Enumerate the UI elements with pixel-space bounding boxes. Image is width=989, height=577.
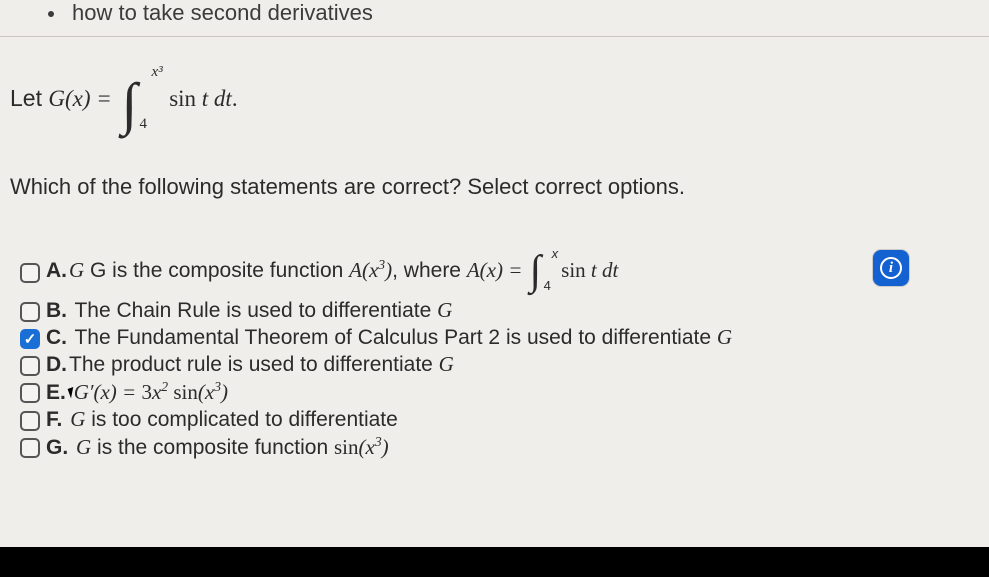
option-B-label: B. The Chain Rule is used to differentia… (46, 298, 452, 323)
bullet-icon (48, 11, 54, 17)
prereq-bullet: how to take second derivatives (48, 0, 373, 26)
opt-A-pre: G is the composite function (84, 259, 349, 282)
letter-F: F. (46, 408, 62, 431)
opt-F-text: is too complicated to differentiate (85, 408, 397, 431)
option-A[interactable]: A.G G is the composite function A(x3), w… (20, 246, 969, 296)
option-B[interactable]: B. The Chain Rule is used to differentia… (20, 298, 969, 323)
opt-E-math: G′(x) = 3x2 sin(x3) (74, 380, 228, 404)
opt-B-G: G (437, 298, 452, 322)
option-F-label: F. G is too complicated to differentiate (46, 407, 398, 432)
option-E[interactable]: E. G′(x) = 3x2 sin(x3) (20, 379, 969, 405)
question-page: how to take second derivatives Let G(x) … (0, 0, 989, 577)
integral-lower: 4 (140, 116, 148, 133)
option-G[interactable]: G. G is the composite function sin(x3) (20, 434, 969, 460)
divider (0, 36, 989, 37)
letter-C: C. (46, 326, 67, 349)
opt-C-G: G (717, 325, 732, 349)
option-C-label: C. The Fundamental Theorem of Calculus P… (46, 325, 732, 350)
checkbox-A[interactable] (20, 263, 40, 283)
period: . (232, 86, 238, 111)
opt-A-mid: , where (392, 259, 467, 282)
opt-A-integral: x ∫ 4 (530, 256, 542, 287)
opt-A-Aeq: A(x) = (467, 258, 528, 282)
checkbox-D[interactable] (20, 356, 40, 376)
opt-G-text: is the composite function (91, 436, 334, 459)
opt-F-G: G (70, 407, 85, 431)
option-C[interactable]: C. The Fundamental Theorem of Calculus P… (20, 325, 969, 350)
letter-D: D. (46, 353, 67, 376)
question-prompt: Which of the following statements are co… (10, 174, 685, 200)
checkbox-F[interactable] (20, 411, 40, 431)
option-D[interactable]: D.The product rule is used to differenti… (20, 352, 969, 377)
opt-C-text: The Fundamental Theorem of Calculus Part… (69, 326, 717, 349)
opt-A-integrand: sin t dt (561, 258, 618, 282)
opt-D-G: G (439, 352, 454, 376)
opt-D-text: The product rule is used to differentiat… (69, 353, 439, 376)
opt-B-text: The Chain Rule is used to differentiate (69, 299, 437, 322)
option-G-label: G. G is the composite function sin(x3) (46, 434, 389, 460)
integral-sign-icon: ∫ (122, 84, 138, 125)
option-D-label: D.The product rule is used to differenti… (46, 352, 454, 377)
bullet-text: how to take second derivatives (72, 0, 373, 25)
g-of-x: G(x) = (48, 86, 117, 111)
checkbox-G[interactable] (20, 438, 40, 458)
bottom-border (0, 547, 989, 577)
letter-A: A. (46, 259, 67, 282)
integral-expr: x³ ∫ 4 (122, 78, 138, 123)
opt-A-int-lower: 4 (544, 278, 551, 293)
opt-A-int-upper: x (552, 246, 559, 261)
opt-A-Ax3: A(x3) (349, 258, 392, 282)
integral-upper: x³ (152, 64, 163, 81)
opt-G-G: G (76, 435, 91, 459)
letter-B: B. (46, 299, 67, 322)
integral-sign-small-icon: ∫ (530, 248, 542, 294)
letter-G: G. (46, 436, 68, 459)
checkbox-E[interactable] (20, 383, 40, 403)
integrand: sin t dt (169, 86, 232, 111)
letter-E: E. (46, 381, 66, 404)
checkbox-B[interactable] (20, 302, 40, 322)
option-A-label: A.G G is the composite function A(x3), w… (46, 256, 618, 287)
option-F[interactable]: F. G is too complicated to differentiate (20, 407, 969, 432)
let-word: Let (10, 85, 48, 111)
checkbox-C[interactable] (20, 329, 40, 349)
opt-G-sin: sin(x3) (334, 435, 389, 459)
problem-statement: Let G(x) = x³ ∫ 4 sin t dt. (10, 78, 238, 123)
options-list: A. G G is the composite function A(x3), w… (20, 246, 969, 462)
